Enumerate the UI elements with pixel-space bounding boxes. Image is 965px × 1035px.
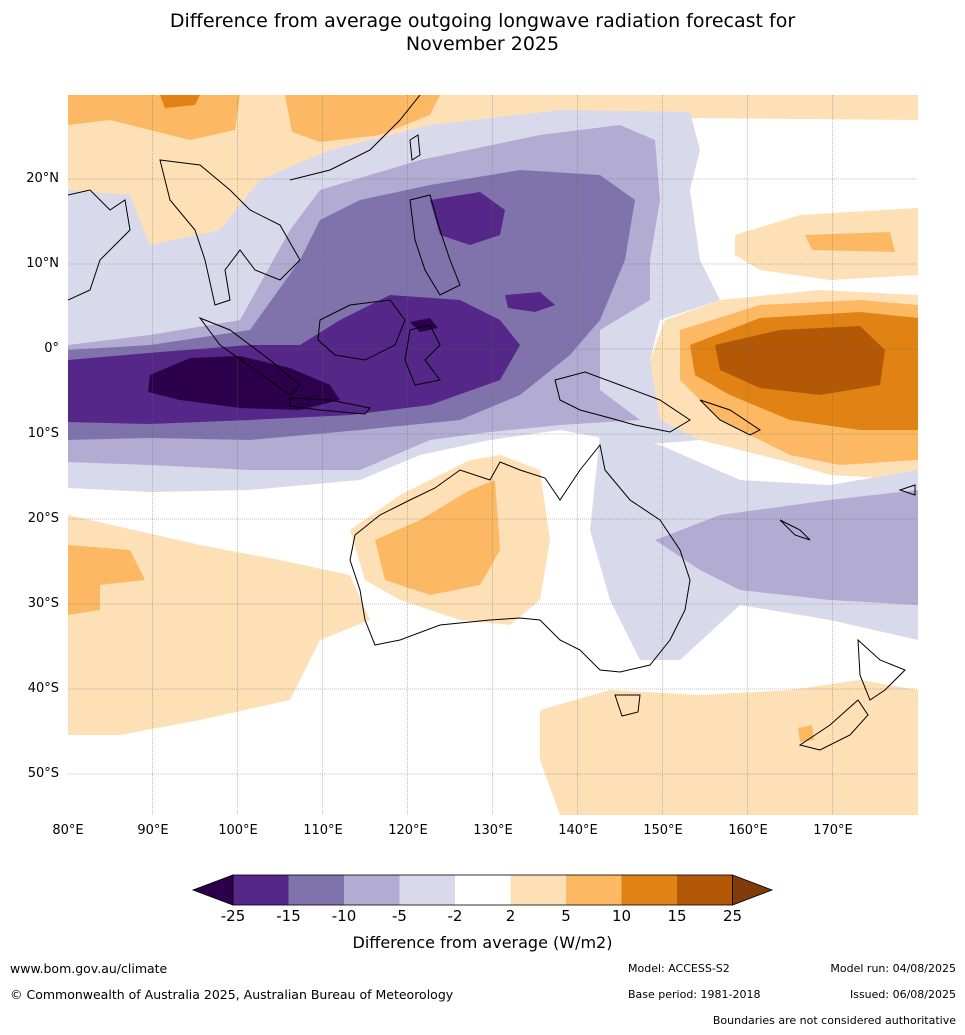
- coast-new-caledonia: [779, 519, 811, 541]
- colorbar-tick: 5: [561, 907, 571, 925]
- lon-label-120e: 120°E: [388, 823, 428, 838]
- contour-tasman-light: [540, 680, 918, 815]
- coast-borneo: [317, 299, 406, 361]
- lon-label-150e: 150°E: [643, 823, 683, 838]
- website-link[interactable]: www.bom.gov.au/climate: [10, 961, 168, 976]
- coast-sumatra: [198, 316, 301, 396]
- colorbar-seg-p2-p5: [510, 875, 566, 905]
- graticule: [68, 95, 918, 815]
- contour-field: [68, 95, 918, 815]
- lat-label-20n: 20°N: [26, 171, 59, 186]
- map-title: Difference from average outgoing longwav…: [0, 10, 965, 56]
- colorbar-tick: 2: [505, 907, 516, 925]
- colorbar-seg-p15-p25: [677, 875, 733, 905]
- coast-indochina: [159, 159, 301, 306]
- lat-label-20s: 20°S: [27, 511, 59, 526]
- colorbar-extend-max: [732, 874, 774, 906]
- contour-north-orange-core: [160, 95, 200, 108]
- model-run-text: Model run: 04/08/2025: [830, 962, 956, 975]
- colorbar-seg-p5-p10: [566, 875, 622, 905]
- colorbar-seg-n10-n5: [344, 875, 400, 905]
- contour-sio-light: [68, 515, 370, 735]
- lat-label-10n: 10°N: [26, 256, 59, 271]
- lon-label-100e: 100°E: [218, 823, 258, 838]
- colorbar-tick: -25: [220, 907, 246, 925]
- coastlines: [68, 95, 916, 751]
- contour-nepac-orange: [805, 232, 895, 252]
- contour-neg-extreme: [148, 356, 340, 410]
- contour-north-orange-east: [285, 95, 440, 142]
- colorbar: [191, 874, 774, 906]
- title-line-2: November 2025: [405, 33, 560, 55]
- coast-tasmania: [614, 694, 641, 717]
- issued-text: Issued: 06/08/2025: [849, 988, 956, 1001]
- colorbar-tick: -2: [447, 907, 463, 925]
- contour-pac-core: [715, 326, 885, 395]
- colorbar-tick: -10: [331, 907, 357, 925]
- colorbar-seg-n15-n10: [288, 875, 344, 905]
- coast-new-zealand-south: [798, 699, 869, 751]
- lat-label-50s: 50°S: [27, 766, 59, 781]
- coast-sulawesi: [404, 324, 441, 386]
- coast-china: [289, 95, 421, 181]
- colorbar-seg-p10-p15: [621, 875, 677, 905]
- coast-australia: [349, 443, 691, 673]
- lon-label-80e: 80°E: [52, 823, 84, 838]
- coast-solomon: [699, 399, 761, 436]
- lon-label-90e: 90°E: [137, 823, 169, 838]
- lat-label-30s: 30°S: [27, 596, 59, 611]
- lon-label-140e: 140°E: [558, 823, 598, 838]
- colorbar-tick: -5: [392, 907, 407, 925]
- lat-label-equator: 0°: [44, 341, 59, 356]
- coast-new-guinea: [554, 371, 691, 433]
- contour-north-orange-west: [68, 95, 240, 140]
- coast-new-zealand-north: [857, 638, 906, 701]
- contour-tasman-orange: [798, 725, 814, 742]
- colorbar-tick: 25: [722, 907, 743, 925]
- coast-philippines: [409, 194, 461, 296]
- contour-aus-orange: [375, 480, 500, 595]
- colorbar-title: Difference from average (W/m2): [352, 933, 613, 952]
- lon-label-130e: 130°E: [473, 823, 513, 838]
- copyright-text: © Commonwealth of Australia 2025, Austra…: [10, 987, 454, 1002]
- colorbar-seg-n25-n15: [233, 875, 289, 905]
- colorbar-tick: 15: [667, 907, 687, 925]
- contour-neg-strong-ph2: [505, 292, 555, 312]
- contour-north-light-orange: [68, 95, 918, 255]
- lon-label-170e: 170°E: [813, 823, 853, 838]
- title-line-1: Difference from average outgoing longwav…: [169, 10, 796, 32]
- lon-label-110e: 110°E: [303, 823, 343, 838]
- lon-label-160e: 160°E: [728, 823, 768, 838]
- coast-taiwan: [409, 134, 421, 161]
- contour-sio-orange: [68, 545, 145, 615]
- colorbar-extend-min: [191, 874, 234, 906]
- lat-label-40s: 40°S: [27, 681, 59, 696]
- contour-swpac-light: [655, 490, 918, 605]
- colorbar-tick: 10: [611, 907, 632, 925]
- lat-label-10s: 10°S: [27, 426, 59, 441]
- coast-fiji: [898, 484, 916, 496]
- contour-neg-strong-ph: [430, 192, 505, 245]
- coast-india: [68, 189, 131, 301]
- disclaimer-text: Boundaries are not considered authoritat…: [712, 1014, 956, 1027]
- base-period-text: Base period: 1981-2018: [628, 988, 761, 1001]
- coast-java: [289, 397, 371, 415]
- colorbar-seg-n2-p2: [455, 875, 511, 905]
- colorbar-tick: -15: [276, 907, 301, 925]
- model-text: Model: ACCESS-S2: [628, 962, 730, 975]
- colorbar-seg-n5-n2: [399, 875, 455, 905]
